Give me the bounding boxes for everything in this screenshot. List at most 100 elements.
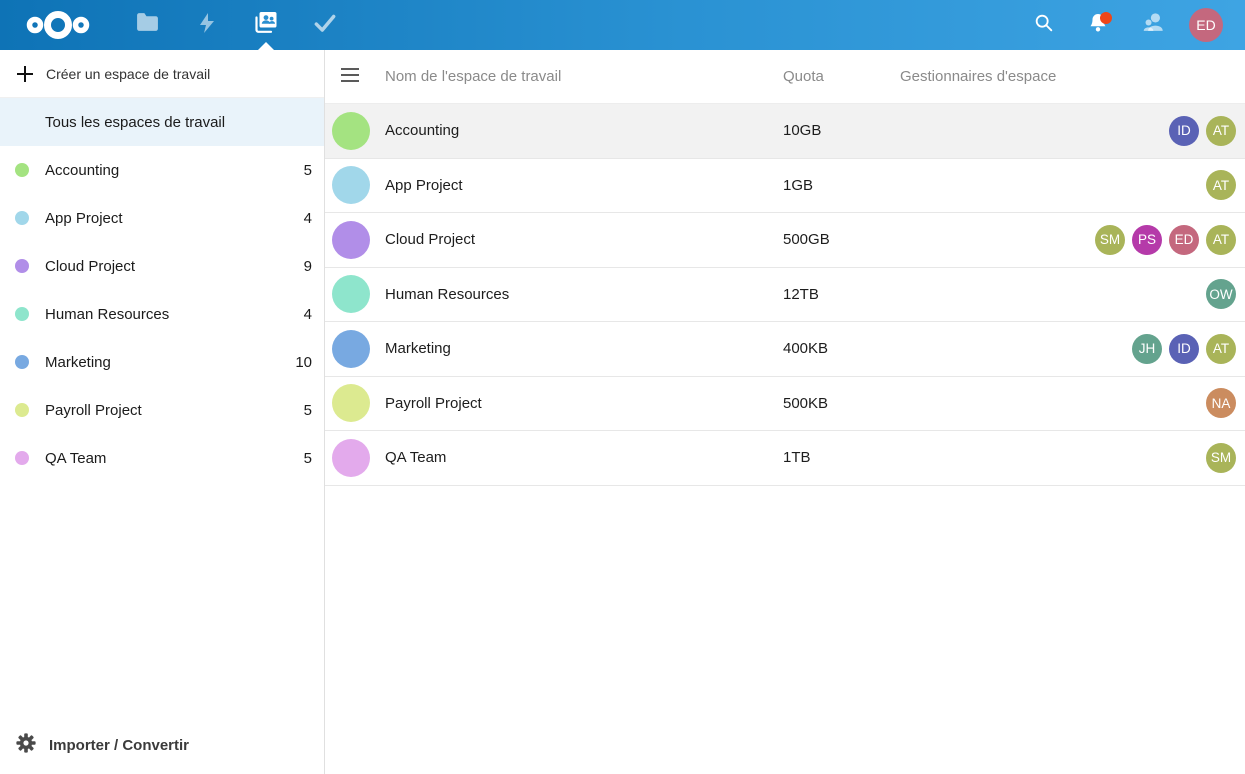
table-row-app-project[interactable]: App Project 1GB AT bbox=[325, 159, 1245, 213]
workspace-managers: OW bbox=[900, 279, 1245, 310]
manager-avatar[interactable]: JH bbox=[1132, 333, 1162, 364]
column-header-managers[interactable]: Gestionnaires d'espace bbox=[900, 68, 1057, 85]
table-row-human-resources[interactable]: Human Resources 12TB OW bbox=[325, 268, 1245, 322]
lightning-icon bbox=[195, 11, 219, 40]
workspace-color-dot bbox=[15, 403, 29, 417]
import-convert-label: Importer / Convertir bbox=[49, 736, 190, 754]
manager-avatar[interactable]: ID bbox=[1169, 333, 1199, 364]
gear-icon bbox=[16, 732, 36, 758]
workspace-user-count: 5 bbox=[303, 449, 312, 467]
workspace-name: App Project bbox=[385, 176, 463, 194]
workspace-name: Human Resources bbox=[385, 285, 510, 303]
workspace-quota: 12TB bbox=[783, 285, 819, 303]
manager-avatar[interactable]: ED bbox=[1169, 224, 1199, 255]
sidebar-item-payroll-project[interactable]: Payroll Project 5 bbox=[0, 386, 324, 434]
manager-avatar[interactable]: AT bbox=[1206, 224, 1236, 255]
sidebar-item-qa-team[interactable]: QA Team 5 bbox=[0, 434, 324, 482]
workspace-color-dot bbox=[15, 307, 29, 321]
workspace-color-circle bbox=[332, 111, 370, 150]
app-menu bbox=[118, 0, 354, 50]
workspace-managers: AT bbox=[900, 170, 1245, 201]
table-header-row: Nom de l'espace de travail Quota Gestion… bbox=[325, 50, 1245, 104]
workspace-color-circle bbox=[332, 220, 370, 259]
workspace-name: Payroll Project bbox=[385, 394, 482, 412]
manager-avatar[interactable]: SM bbox=[1095, 224, 1125, 255]
all-workspaces-label: Tous les espaces de travail bbox=[45, 113, 226, 131]
manager-avatar[interactable]: PS bbox=[1132, 224, 1162, 255]
sidebar-item-label: App Project bbox=[45, 209, 123, 227]
workspace-app-button[interactable] bbox=[236, 0, 295, 50]
workspace-color-dot bbox=[15, 451, 29, 465]
workspace-managers: NA bbox=[900, 388, 1245, 419]
table-row-accounting[interactable]: Accounting 10GB ID AT bbox=[325, 104, 1245, 159]
sidebar-item-app-project[interactable]: App Project 4 bbox=[0, 194, 324, 242]
folder-icon bbox=[135, 10, 160, 40]
workspace-quota: 400KB bbox=[783, 340, 829, 358]
notifications-button[interactable] bbox=[1071, 0, 1125, 50]
sidebar-item-label: QA Team bbox=[45, 449, 107, 467]
workspace-name: Marketing bbox=[385, 340, 451, 358]
menu-button[interactable] bbox=[325, 67, 385, 86]
workspace-color-circle bbox=[332, 275, 370, 314]
column-header-quota[interactable]: Quota bbox=[783, 68, 824, 85]
topbar-right-actions: ED bbox=[1017, 0, 1223, 50]
create-workspace-label: Créer un espace de travail bbox=[46, 65, 211, 82]
active-app-indicator bbox=[257, 42, 274, 50]
workspace-name: QA Team bbox=[385, 449, 447, 467]
activity-app-button[interactable] bbox=[177, 0, 236, 50]
manager-avatar[interactable]: SM bbox=[1206, 442, 1236, 473]
manager-avatar[interactable]: AT bbox=[1206, 170, 1236, 201]
workspace-color-dot bbox=[15, 259, 29, 273]
contacts-icon bbox=[1140, 10, 1165, 40]
workspace-icon bbox=[252, 9, 279, 41]
files-app-button[interactable] bbox=[118, 0, 177, 50]
sidebar-item-label: Marketing bbox=[45, 353, 111, 371]
notification-dot bbox=[1100, 12, 1112, 24]
tasks-app-button[interactable] bbox=[295, 0, 354, 50]
manager-avatar[interactable]: OW bbox=[1206, 279, 1236, 310]
import-convert-button[interactable]: Importer / Convertir bbox=[0, 716, 324, 774]
table-row-marketing[interactable]: Marketing 400KB JH ID AT bbox=[325, 322, 1245, 377]
sidebar-item-human-resources[interactable]: Human Resources 4 bbox=[0, 290, 324, 338]
sidebar-item-accounting[interactable]: Accounting 5 bbox=[0, 146, 324, 194]
nextcloud-logo[interactable] bbox=[24, 7, 92, 43]
workspace-quota: 500KB bbox=[783, 394, 829, 412]
table-row-qa-team[interactable]: QA Team 1TB SM bbox=[325, 431, 1245, 486]
user-avatar[interactable]: ED bbox=[1189, 8, 1223, 42]
manager-avatar[interactable]: AT bbox=[1206, 333, 1236, 364]
column-header-name[interactable]: Nom de l'espace de travail bbox=[385, 68, 562, 85]
create-workspace-button[interactable]: Créer un espace de travail bbox=[0, 50, 324, 98]
workspace-user-count: 5 bbox=[303, 161, 312, 179]
workspace-quota: 10GB bbox=[783, 122, 822, 140]
sidebar-item-cloud-project[interactable]: Cloud Project 9 bbox=[0, 242, 324, 290]
table-row-payroll-project[interactable]: Payroll Project 500KB NA bbox=[325, 377, 1245, 431]
workspace-name: Accounting bbox=[385, 122, 460, 140]
search-icon bbox=[1033, 12, 1055, 39]
workspace-quota: 500GB bbox=[783, 231, 830, 249]
workspace-quota: 1TB bbox=[783, 449, 811, 467]
workspace-table: Nom de l'espace de travail Quota Gestion… bbox=[325, 50, 1245, 774]
plus-icon bbox=[16, 65, 46, 83]
workspace-color-circle bbox=[332, 329, 370, 368]
manager-avatar[interactable]: AT bbox=[1206, 115, 1236, 146]
sidebar-item-label: Cloud Project bbox=[45, 257, 136, 275]
manager-avatar[interactable]: NA bbox=[1206, 388, 1236, 419]
table-row-cloud-project[interactable]: Cloud Project 500GB SM PS ED AT bbox=[325, 213, 1245, 268]
workspace-user-count: 4 bbox=[303, 305, 312, 323]
workspace-user-count: 10 bbox=[295, 353, 312, 371]
contacts-button[interactable] bbox=[1125, 0, 1179, 50]
workspace-managers: SM PS ED AT bbox=[900, 224, 1245, 255]
manager-avatar[interactable]: ID bbox=[1169, 115, 1199, 146]
sidebar-item-all-workspaces[interactable]: Tous les espaces de travail bbox=[0, 98, 324, 146]
sidebar-item-label: Accounting bbox=[45, 161, 120, 179]
sidebar-item-label: Human Resources bbox=[45, 305, 170, 323]
hamburger-icon bbox=[341, 67, 359, 86]
workspace-user-count: 4 bbox=[303, 209, 312, 227]
workspace-quota: 1GB bbox=[783, 176, 814, 194]
workspace-user-count: 5 bbox=[303, 401, 312, 419]
workspace-managers: ID AT bbox=[900, 115, 1245, 146]
workspace-color-circle bbox=[332, 166, 370, 205]
search-button[interactable] bbox=[1017, 0, 1071, 50]
workspace-color-dot bbox=[15, 163, 29, 177]
sidebar-item-marketing[interactable]: Marketing 10 bbox=[0, 338, 324, 386]
